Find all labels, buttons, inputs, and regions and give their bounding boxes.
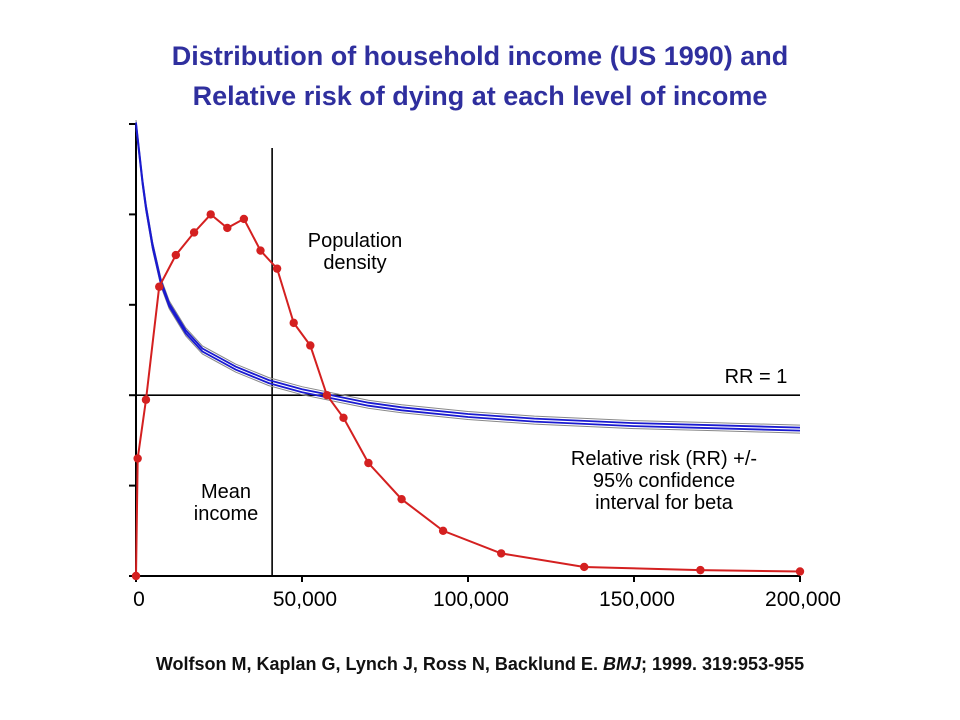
- annotation-line: interval for beta: [595, 492, 734, 514]
- annotations: Population density RR = 1 Relative risk (RR…: [194, 230, 788, 525]
- relative-risk-curve: [135, 119, 801, 434]
- citation-journal: BMJ: [602, 654, 641, 674]
- annotation-line: density: [323, 252, 386, 274]
- annotation-line: income: [194, 503, 258, 525]
- density-point: [438, 526, 448, 535]
- annotation-population-density: Population density: [308, 230, 403, 274]
- density-point: [171, 250, 181, 260]
- density-point: [256, 246, 265, 255]
- rr-upper-ci-line: [135, 119, 801, 426]
- rr-line-a: [135, 122, 801, 429]
- density-point: [272, 264, 282, 273]
- x-tick-label: 100,000: [433, 588, 509, 611]
- annotation-line: Relative risk (RR) +/-: [571, 448, 757, 470]
- reference-lines: [136, 148, 800, 576]
- annotation-line: RR = 1: [725, 366, 788, 388]
- density-point: [133, 454, 142, 463]
- density-point: [239, 214, 249, 224]
- density-point: [397, 494, 406, 504]
- density-point: [580, 562, 589, 572]
- density-point: [696, 565, 705, 575]
- chart-title: Distribution of household income (US 199…: [0, 36, 960, 116]
- x-tick-label: 0: [133, 588, 145, 611]
- x-tick-label: 200,000: [765, 588, 841, 611]
- density-point: [795, 567, 805, 576]
- density-point: [306, 341, 315, 350]
- density-point: [289, 318, 298, 328]
- citation-details: ; 1999. 319:953-955: [640, 654, 805, 674]
- annotation-line: Mean: [201, 481, 251, 503]
- y-axis: [129, 123, 137, 577]
- density-point: [364, 458, 373, 468]
- annotation-line: Population: [308, 230, 403, 252]
- population-density-series: [131, 210, 805, 581]
- density-point: [141, 395, 151, 404]
- density-point: [206, 210, 215, 219]
- density-line: [135, 213, 801, 577]
- x-axis: 0 50,000 100,000 150,000 200,000: [133, 575, 841, 611]
- density-point: [339, 413, 348, 422]
- density-point: [189, 228, 199, 237]
- rr-line-b: [135, 125, 801, 432]
- density-point: [223, 223, 232, 233]
- chart-title-line-1: Distribution of household income (US 199…: [171, 41, 789, 71]
- chart-title-line-2: Relative risk of dying at each level of …: [192, 81, 768, 111]
- density-point: [131, 571, 141, 581]
- annotation-mean-income: Mean income: [194, 481, 258, 525]
- rr-lower-ci-line: [135, 127, 801, 434]
- density-point: [322, 391, 332, 400]
- annotation-line: 95% confidence: [593, 470, 735, 492]
- citation-authors: Wolfson M, Kaplan G, Lynch J, Ross N, Ba…: [155, 654, 598, 674]
- annotation-rr-equals-1: RR = 1: [725, 366, 788, 388]
- x-tick-label: 50,000: [273, 588, 337, 611]
- x-tick-label: 150,000: [599, 588, 675, 611]
- density-point: [497, 549, 506, 558]
- citation: Wolfson M, Kaplan G, Lynch J, Ross N, Ba…: [0, 654, 960, 675]
- density-point: [155, 282, 164, 291]
- annotation-rr-ci: Relative risk (RR) +/-95% confidence inte…: [571, 448, 757, 514]
